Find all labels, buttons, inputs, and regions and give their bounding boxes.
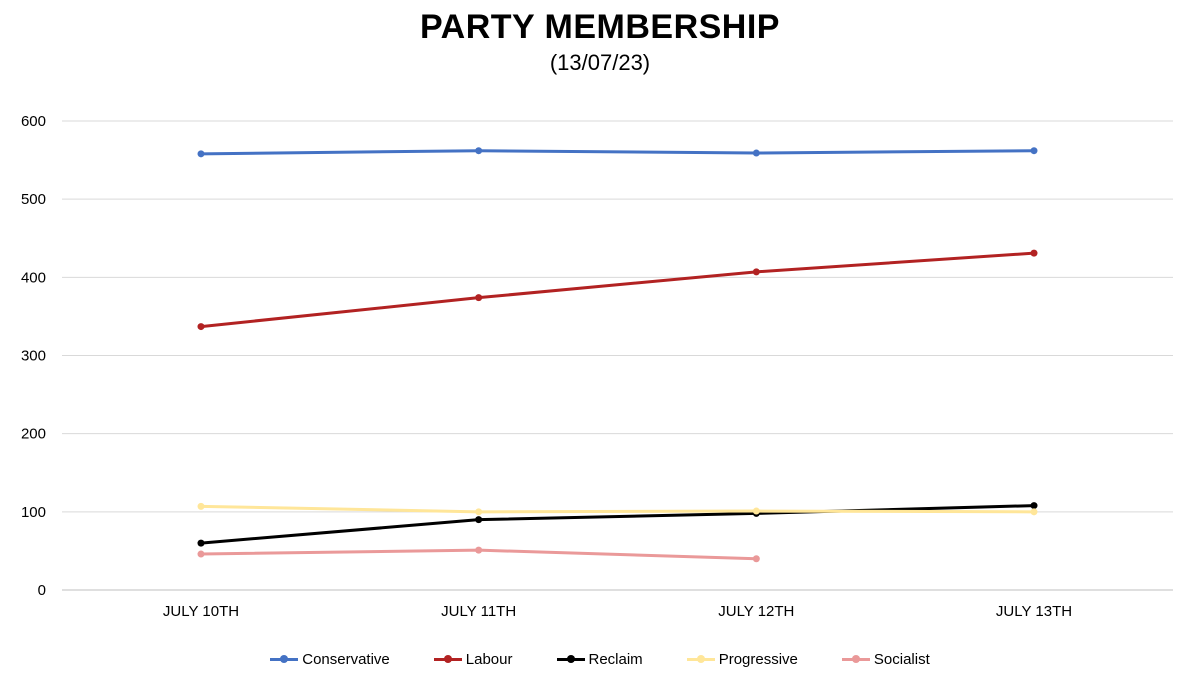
data-point — [197, 550, 205, 558]
data-point — [197, 502, 205, 510]
data-point — [1030, 502, 1038, 510]
data-point — [752, 555, 760, 563]
legend-label: Progressive — [718, 650, 798, 668]
y-tick-label: 300 — [21, 348, 46, 365]
data-point — [475, 546, 483, 554]
series-line — [200, 251, 1035, 329]
chart-title: PARTY MEMBERSHIP — [419, 8, 780, 46]
series-line — [200, 504, 1035, 514]
series-line — [200, 504, 1035, 545]
data-point — [1030, 249, 1038, 257]
legend-swatch — [841, 655, 870, 663]
chart-subtitle: (13/07/23) — [549, 50, 651, 75]
legend-item: Conservative — [270, 648, 390, 670]
data-point — [752, 268, 760, 276]
grid-lines — [62, 120, 1173, 591]
data-point — [475, 516, 483, 524]
data-point — [475, 508, 483, 516]
y-tick-label: 500 — [21, 191, 46, 208]
series-lines — [197, 147, 1038, 563]
x-tick-label: JULY 11TH — [441, 603, 516, 620]
data-point — [752, 507, 760, 515]
y-tick-label: 200 — [21, 426, 46, 443]
x-tick-label: JULY 10TH — [163, 603, 239, 620]
series-line — [200, 149, 1035, 156]
legend-label: Socialist — [873, 650, 930, 668]
series-labour — [197, 249, 1038, 331]
legend-marker — [566, 655, 575, 663]
legend-swatch — [686, 655, 715, 663]
legend-item: Reclaim — [556, 648, 643, 670]
chart-legend: Conservative Labour Reclaim Progressive Soci… — [0, 648, 1200, 670]
x-axis-ticks: JULY 10TH JULY 11TH JULY 12TH JULY 13TH — [163, 603, 1072, 620]
y-axis-ticks: 0 100 200 300 400 500 600 — [21, 113, 46, 599]
series-progressive — [197, 502, 1038, 516]
data-point — [197, 150, 205, 158]
legend-item: Progressive — [686, 648, 798, 670]
data-point — [752, 149, 760, 157]
series-socialist — [197, 546, 760, 563]
data-point — [475, 147, 483, 155]
y-tick-label: 0 — [38, 582, 46, 599]
series-conservative — [197, 147, 1038, 158]
legend-swatch — [433, 655, 462, 663]
data-point — [197, 539, 205, 547]
legend-swatch — [270, 655, 299, 663]
legend-item: Labour — [433, 648, 513, 670]
data-point — [475, 294, 483, 302]
legend-item: Socialist — [841, 648, 930, 670]
x-tick-label: JULY 12TH — [718, 603, 794, 620]
legend-marker — [443, 655, 452, 663]
y-tick-label: 100 — [21, 504, 46, 521]
legend-label: Reclaim — [588, 650, 643, 668]
legend-label: Conservative — [302, 650, 390, 668]
legend-marker — [696, 655, 705, 663]
data-point — [197, 323, 205, 331]
data-point — [1030, 508, 1038, 516]
x-tick-label: JULY 13TH — [996, 603, 1072, 620]
legend-label: Labour — [465, 650, 513, 668]
legend-marker — [280, 655, 289, 663]
legend-marker — [851, 655, 860, 663]
legend-swatch — [556, 655, 585, 663]
y-tick-label: 600 — [21, 113, 46, 130]
data-point — [1030, 147, 1038, 155]
y-tick-label: 400 — [21, 269, 46, 286]
